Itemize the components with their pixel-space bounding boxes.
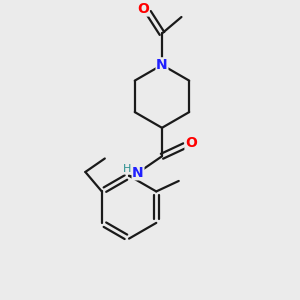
Text: O: O (137, 2, 149, 16)
Text: N: N (156, 58, 168, 72)
Text: H: H (122, 164, 131, 174)
Text: O: O (185, 136, 197, 150)
Text: N: N (132, 166, 144, 180)
